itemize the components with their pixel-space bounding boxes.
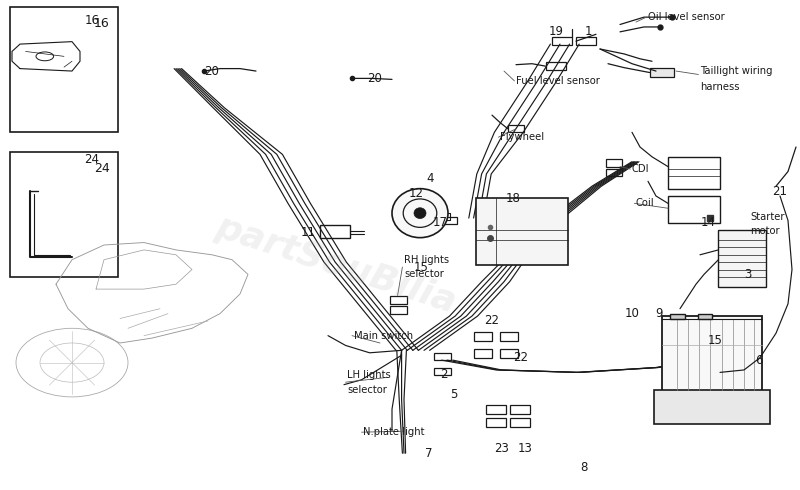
Bar [552, 37, 572, 45]
Bar [546, 62, 566, 70]
Text: 22: 22 [514, 351, 528, 364]
Bar [510, 418, 530, 427]
Text: Coil: Coil [636, 198, 654, 208]
Text: 15: 15 [414, 261, 429, 273]
Bar [670, 314, 685, 319]
Bar [650, 68, 674, 77]
Text: Starter: Starter [750, 212, 785, 221]
Text: 14: 14 [701, 217, 715, 229]
Text: Oil level sensor: Oil level sensor [648, 12, 725, 22]
Text: 4: 4 [426, 172, 434, 185]
Bar [486, 418, 506, 427]
Text: RH lights: RH lights [404, 255, 449, 265]
Text: 2: 2 [440, 368, 448, 381]
Text: 20: 20 [205, 65, 219, 77]
Text: selector: selector [404, 270, 444, 279]
Bar [10, 152, 118, 277]
Bar [10, 7, 118, 132]
Bar [474, 349, 492, 358]
Text: 18: 18 [506, 192, 521, 205]
Text: 22: 22 [485, 315, 499, 327]
Text: Flywheel: Flywheel [500, 132, 544, 142]
Text: 3: 3 [744, 268, 752, 281]
Bar [320, 225, 350, 238]
Bar [434, 368, 451, 375]
Bar [390, 306, 407, 314]
Bar [474, 332, 492, 341]
Bar [668, 157, 720, 189]
Text: 24: 24 [94, 162, 110, 175]
Bar [434, 353, 451, 360]
Bar [500, 349, 518, 358]
Bar [606, 169, 622, 176]
Text: CDI: CDI [632, 164, 650, 174]
Bar [500, 332, 518, 341]
Text: 9: 9 [655, 307, 663, 320]
Text: 7: 7 [425, 447, 433, 460]
Text: 12: 12 [409, 187, 423, 200]
Bar [486, 405, 506, 414]
Bar [390, 296, 407, 304]
Text: 8: 8 [580, 462, 588, 474]
Text: 21: 21 [773, 185, 787, 197]
Text: 15: 15 [708, 334, 722, 347]
Text: 1: 1 [585, 25, 593, 38]
Text: selector: selector [347, 385, 387, 394]
Ellipse shape [392, 189, 448, 238]
Bar [654, 390, 770, 424]
Text: 17: 17 [433, 217, 447, 229]
Text: 10: 10 [625, 307, 639, 320]
Text: 16: 16 [85, 14, 99, 27]
Text: 11: 11 [301, 226, 315, 239]
Text: Fuel level sensor: Fuel level sensor [516, 76, 600, 86]
Text: motor: motor [750, 226, 780, 236]
Bar [476, 198, 568, 265]
Ellipse shape [414, 208, 426, 219]
Bar [606, 159, 622, 167]
Text: 6: 6 [754, 354, 762, 367]
Bar [508, 125, 524, 132]
Text: LH lights: LH lights [347, 370, 391, 380]
Bar [668, 196, 720, 223]
Bar [698, 314, 712, 319]
Bar [510, 405, 530, 414]
Text: 13: 13 [518, 442, 533, 455]
Bar [576, 37, 596, 45]
Bar [662, 316, 762, 392]
Text: Main switch: Main switch [354, 331, 413, 341]
Text: 19: 19 [549, 25, 563, 38]
Text: N.plate light: N.plate light [363, 427, 425, 437]
Text: 20: 20 [367, 72, 382, 85]
Text: 16: 16 [94, 17, 110, 30]
Bar [441, 217, 457, 224]
Text: 23: 23 [494, 442, 509, 455]
Text: 5: 5 [450, 388, 458, 401]
Text: harness: harness [700, 82, 739, 92]
Text: 24: 24 [85, 153, 99, 166]
Bar [718, 230, 766, 287]
Text: partSouBilia: partSouBilia [211, 210, 461, 319]
Text: Taillight wiring: Taillight wiring [700, 66, 773, 76]
